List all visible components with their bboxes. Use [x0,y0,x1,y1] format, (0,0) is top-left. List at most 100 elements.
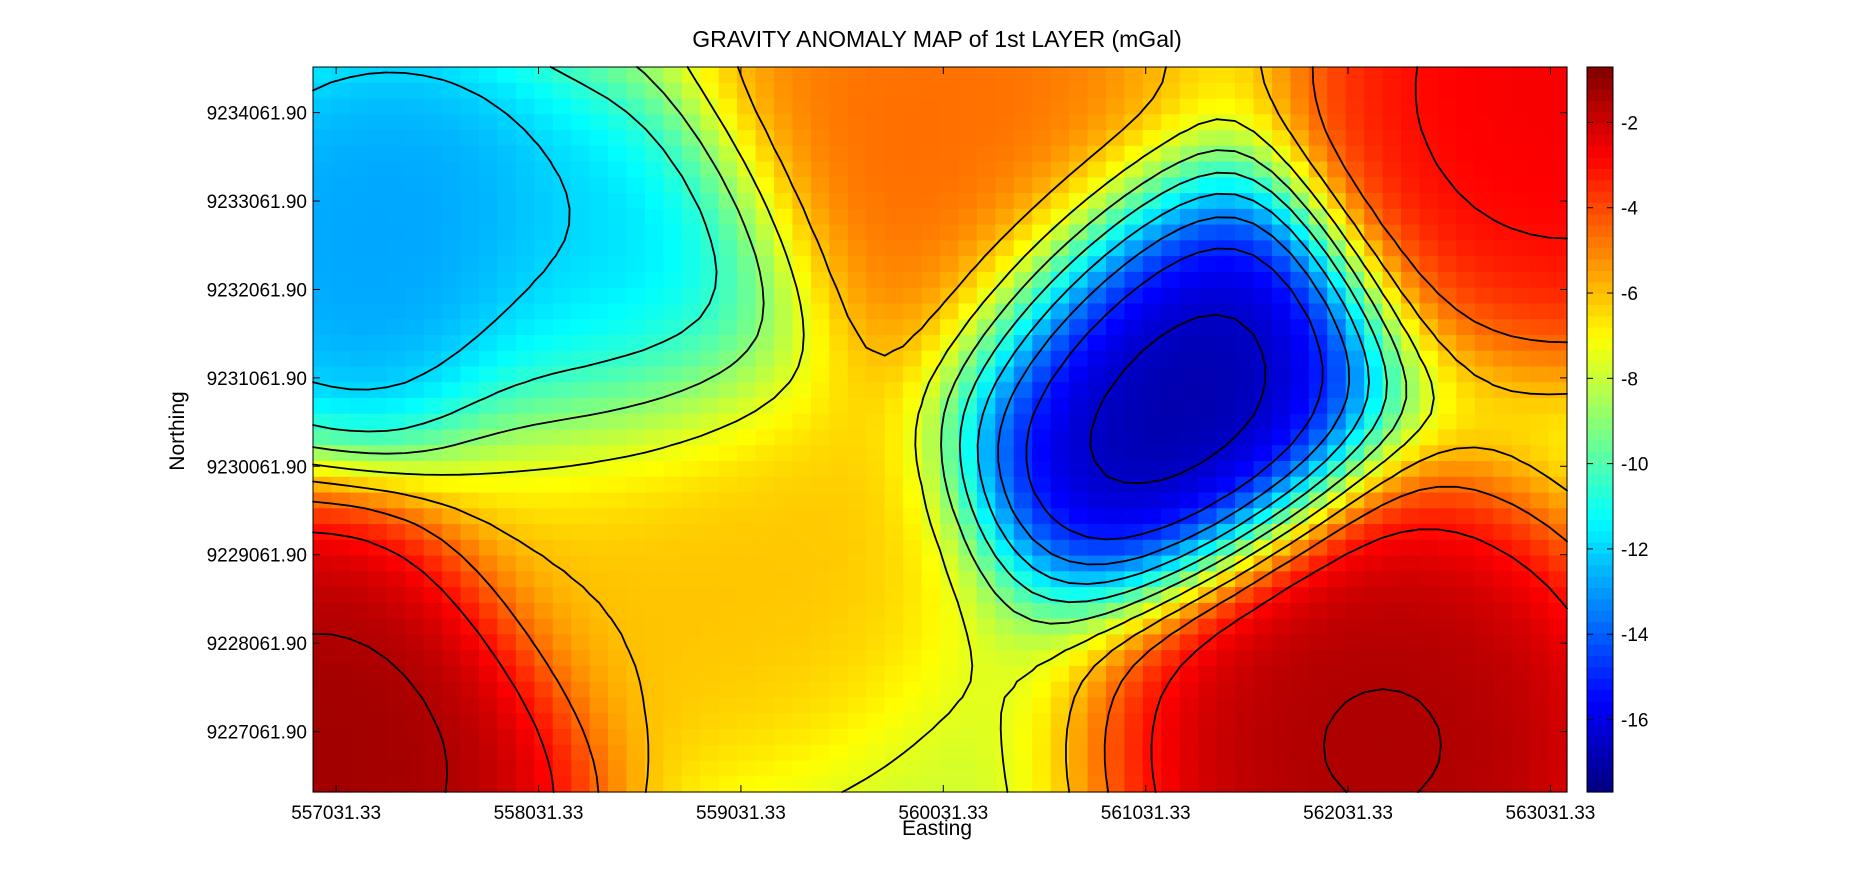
heatmap-cell [737,555,757,572]
heatmap-cell [847,161,867,178]
heatmap-cell [497,413,517,431]
heatmap-cell [1271,224,1291,241]
heatmap-cell [737,256,757,273]
heatmap-cell [1474,587,1494,604]
heatmap-cell [792,413,812,431]
heatmap-cell [700,476,720,494]
heatmap-cell [644,571,664,588]
heatmap-cell [810,461,830,478]
heatmap-cell [1308,697,1328,714]
heatmap-cell [1253,744,1273,762]
heatmap-cell [442,571,462,588]
heatmap-cell [884,461,904,478]
heatmap-cell [405,319,425,336]
heatmap-cell [1032,382,1052,399]
heatmap-cell [1364,114,1384,131]
heatmap-cell [1013,571,1033,588]
heatmap-cell [1456,287,1476,305]
heatmap-cell [1493,602,1513,620]
heatmap-cell [866,555,886,572]
heatmap-cell [1419,461,1439,478]
heatmap-cell [774,760,794,777]
heatmap-cell [1216,145,1236,163]
heatmap-cell [681,587,701,604]
heatmap-cell [976,271,996,289]
heatmap-cell [478,145,499,163]
heatmap-cell [755,271,775,289]
heatmap-cell [755,508,775,525]
heatmap-cell [589,461,609,478]
heatmap-cell [866,476,886,494]
heatmap-cell [1271,744,1291,762]
colorbar-segment [1587,248,1613,261]
heatmap-cell [792,461,812,478]
heatmap-cell [866,130,886,147]
heatmap-cell [515,98,535,115]
colorbar-segment [1587,372,1613,385]
heatmap-cell [1161,208,1181,226]
heatmap-cell [681,319,701,336]
heatmap-cell [884,618,904,635]
heatmap-cell [1013,602,1033,620]
heatmap-cell [1216,539,1236,557]
heatmap-cell [1253,760,1273,777]
heatmap-cell [921,98,941,115]
heatmap-cell [1530,67,1550,84]
heatmap-cell [571,224,591,241]
heatmap-cell [626,224,646,241]
heatmap-cell [1069,208,1089,226]
heatmap-cell [976,208,996,226]
heatmap-cell [663,492,683,509]
heatmap-cell [810,114,830,131]
heatmap-cell [995,634,1015,651]
heatmap-cell [497,776,517,793]
heatmap-cell [515,539,535,557]
heatmap-cell [497,271,517,289]
heatmap-cell [995,476,1015,494]
heatmap-cell [1069,461,1089,478]
heatmap-cell [884,82,904,100]
heatmap-cell [589,145,609,163]
heatmap-cell [608,681,628,699]
heatmap-cell [1327,744,1347,762]
heatmap-cell [1401,145,1421,163]
heatmap-cell [1069,539,1089,557]
heatmap-cell [1474,177,1494,194]
heatmap-cell [866,413,886,431]
heatmap-cell [866,697,886,714]
heatmap-cell [903,524,923,541]
heatmap-cell [1161,413,1181,431]
heatmap-cell [552,744,572,762]
heatmap-cell [921,161,941,178]
heatmap-cell [349,287,369,305]
heatmap-cell [940,256,960,273]
heatmap-cell [976,555,996,572]
heatmap-cell [368,429,388,446]
heatmap-cell [1548,776,1568,793]
heatmap-cell [737,539,757,557]
heatmap-cell [626,240,646,257]
heatmap-cell [1308,728,1328,746]
heatmap-cell [1161,350,1181,368]
heatmap-cell [958,256,978,273]
heatmap-cell [313,161,333,178]
heatmap-cell [405,145,425,163]
heatmap-cell [423,224,443,241]
heatmap-cell [1530,650,1550,667]
heatmap-cell [405,744,425,762]
heatmap-cell [497,476,517,494]
heatmap-cell [405,287,425,305]
heatmap-cell [1179,67,1199,84]
heatmap-cell [1032,208,1052,226]
heatmap-cell [368,665,388,683]
heatmap-cell [663,760,683,777]
heatmap-cell [1456,67,1476,84]
heatmap-cell [644,161,664,178]
heatmap-cell [958,634,978,651]
heatmap-cell [884,571,904,588]
heatmap-cell [1271,208,1291,226]
heatmap-cell [1382,350,1402,368]
heatmap-cell [995,776,1015,793]
heatmap-cell [1327,224,1347,241]
heatmap-cell [755,82,775,100]
